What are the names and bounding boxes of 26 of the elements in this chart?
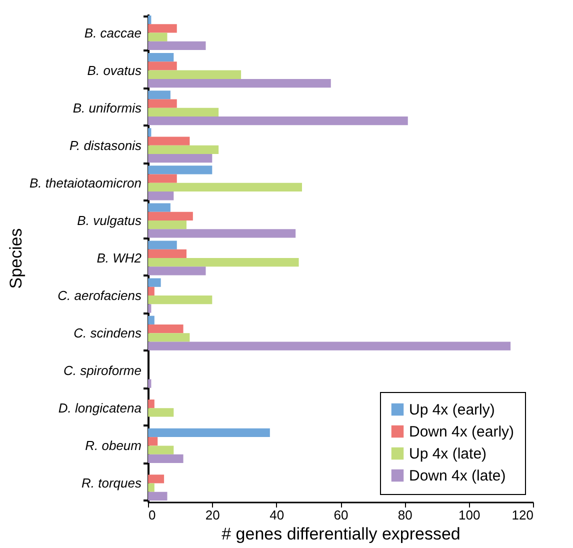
y-tick-label: B. thetaiotaomicron bbox=[29, 175, 142, 190]
y-tick-label: D. longicatena bbox=[58, 400, 142, 416]
x-tick-label: 100 bbox=[458, 508, 480, 522]
legend-label: Up 4x (late) bbox=[409, 446, 487, 462]
y-tick-label: B. WH2 bbox=[96, 250, 142, 266]
x-tick-label: 120 bbox=[512, 508, 534, 522]
y-tick-label: R. torques bbox=[82, 476, 142, 491]
legend-label: Up 4x (early) bbox=[409, 402, 495, 418]
y-tick-label: B. uniformis bbox=[72, 100, 142, 116]
y-tick-label: B. caccae bbox=[84, 25, 142, 40]
x-tick-label: 60 bbox=[334, 508, 348, 522]
legend-label: Down 4x (early) bbox=[409, 424, 514, 440]
y-tick-label: B. ovatus bbox=[87, 62, 142, 78]
y-tick-label: R. obeum bbox=[85, 438, 142, 454]
y-tick-label: C. spiroforme bbox=[63, 363, 142, 378]
x-tick-label: 80 bbox=[398, 508, 412, 522]
y-tick-label: B. vulgatus bbox=[77, 212, 142, 228]
x-tick-label: 0 bbox=[148, 508, 156, 522]
y-tick-label: C. scindens bbox=[74, 326, 142, 341]
y-tick-label: P. distasonis bbox=[69, 138, 142, 153]
legend-label: Down 4x (late) bbox=[409, 468, 506, 484]
y-axis-title: Species bbox=[6, 228, 26, 289]
x-tick-label: 40 bbox=[270, 508, 284, 522]
y-tick-label: C. aerofaciens bbox=[58, 288, 142, 304]
x-tick-label: 20 bbox=[205, 508, 220, 522]
x-axis-title: # genes differentially expressed bbox=[222, 524, 460, 544]
